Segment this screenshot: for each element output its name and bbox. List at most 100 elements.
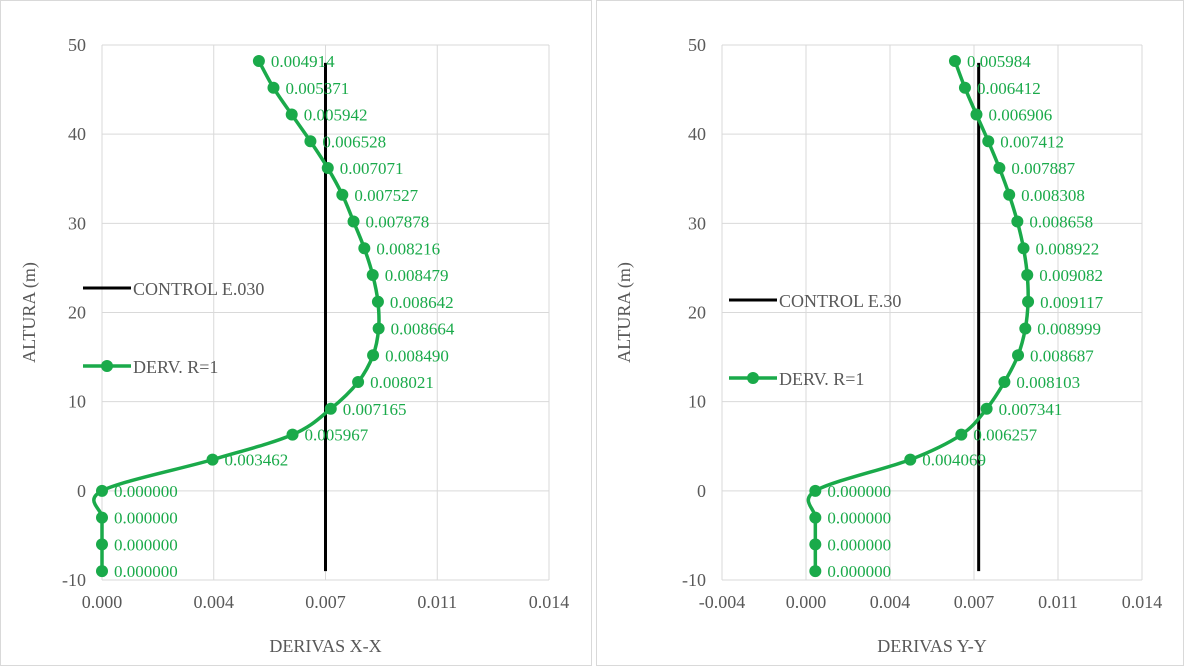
data-label: 0.005984 [967,52,1031,71]
y-tick-label: 40 [68,124,86,144]
data-point [366,269,379,282]
x-tick-label: 0.000 [786,592,827,612]
data-point [96,538,108,551]
data-point [998,376,1011,389]
data-point [1021,269,1034,282]
y-tick-label: -10 [682,570,706,590]
data-point [285,108,298,121]
y-tick-label: 50 [688,35,706,55]
legend-control-label: CONTROL E.30 [779,291,901,311]
data-label: 0.008922 [1036,239,1100,258]
y-axis-label: ALTURA (m) [614,262,635,363]
data-point [955,428,968,441]
x-tick-label: 0.007 [954,592,995,612]
data-point [96,511,108,524]
data-label: 0.009082 [1039,266,1103,285]
y-tick-label: 0 [77,481,86,501]
data-label: 0.006257 [973,426,1037,445]
data-label: 0.000000 [114,509,178,528]
x-axis-label: DERIVAS X-X [269,636,381,656]
data-label: 0.007887 [1011,159,1075,178]
data-point [982,135,995,148]
legend-derv-label: DERV. R=1 [133,357,218,377]
y-axis-label: ALTURA (m) [19,262,40,363]
data-point [372,322,385,335]
data-point [809,511,822,524]
chart-derivas-yy: -0.004 0.000 0.004 0.007 0.011 0.014 -10 0 10 20 3… [614,35,1163,656]
data-label: 0.007412 [1000,132,1064,151]
data-label: 0.009117 [1040,293,1104,312]
x-tick-label: 0.014 [1122,592,1163,612]
data-label: 0.008658 [1029,213,1093,232]
data-label: 0.008687 [1030,346,1094,365]
x-tick-label: -0.004 [699,592,746,612]
data-point [809,565,822,578]
data-point [958,81,971,94]
data-label: 0.006528 [322,132,386,151]
data-label: 0.005967 [305,426,369,445]
data-label: 0.006906 [988,106,1052,125]
data-label: 0.005942 [304,106,368,125]
x-tick-label: 0.004 [870,592,911,612]
data-point [980,402,993,415]
gridlines [721,44,1143,581]
data-point [367,349,380,362]
chart-derivas-xx: 0.000 0.004 0.007 0.011 0.014 -10 0 10 20 30 40 50 D… [19,35,570,656]
data-point [1003,188,1016,201]
data-label: 0.000000 [827,482,891,501]
data-point [267,81,280,94]
data-point [252,55,265,68]
data-label: 0.000000 [827,562,891,581]
data-label: 0.007071 [340,159,404,178]
data-label: 0.006412 [977,79,1041,98]
data-label: 0.008021 [370,373,434,392]
y-tick-label: 40 [688,124,706,144]
data-point [993,162,1006,175]
data-point [948,55,961,68]
y-tick-label: 10 [688,392,706,412]
data-point [324,402,337,415]
data-label: 0.007527 [354,186,418,205]
x-tick-label: 0.014 [529,592,570,612]
data-label: 0.008999 [1037,320,1101,339]
y-tick-label: 50 [68,35,86,55]
data-point [1019,322,1032,335]
data-point [96,484,108,497]
data-point [970,108,983,121]
data-point [321,162,334,175]
y-tick-label: 10 [68,392,86,412]
data-point [286,428,299,441]
data-label: 0.004069 [922,451,986,470]
data-point [904,453,917,466]
legend-derv-marker [747,372,759,384]
data-label: 0.007165 [343,400,407,419]
x-tick-label: 0.007 [305,592,346,612]
data-label: 0.008490 [385,346,449,365]
data-label: 0.000000 [827,535,891,554]
x-tick-label: 0.000 [82,592,123,612]
data-point [809,484,822,497]
data-point [347,215,360,228]
x-axis-label: DERIVAS Y-Y [877,636,987,656]
data-label: 0.000000 [114,535,178,554]
data-point [1022,295,1035,308]
data-label: 0.008308 [1021,186,1085,205]
data-point [1017,242,1030,255]
y-tick-label: 20 [688,303,706,323]
data-point [1011,215,1024,228]
data-label: 0.000000 [114,562,178,581]
data-point [352,376,365,389]
y-tick-label: 0 [697,481,706,501]
data-label: 0.000000 [827,509,891,528]
data-label: 0.004914 [271,52,335,71]
data-point [96,565,108,578]
data-label: 0.008103 [1016,373,1080,392]
data-point [206,453,219,466]
data-point [336,188,349,201]
data-label: 0.007878 [366,213,430,232]
data-label: 0.008479 [385,266,449,285]
data-point [358,242,371,255]
data-point [371,295,384,308]
y-tick-label: -10 [62,570,86,590]
y-tick-label: 30 [688,213,706,233]
